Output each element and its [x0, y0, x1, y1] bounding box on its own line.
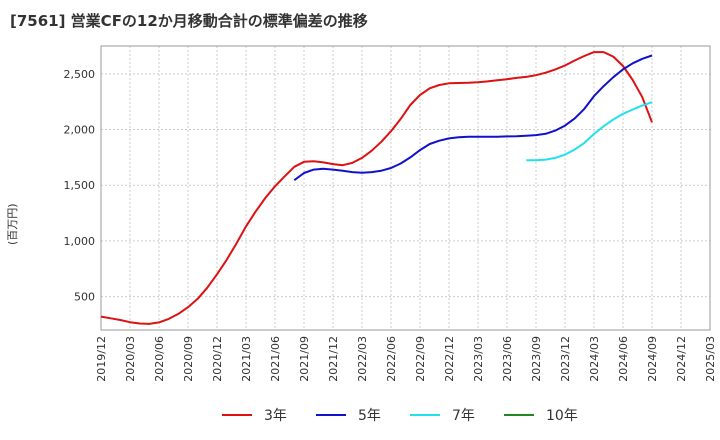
x-tick-label: 2024/12	[675, 336, 688, 382]
plot-frame	[100, 45, 711, 331]
chart-title: [7561] 営業CFの12か月移動合計の標準偏差の推移	[10, 12, 368, 30]
x-tick-label: 2022/12	[443, 336, 456, 382]
x-tick-label: 2024/06	[617, 336, 630, 382]
x-tick-label: 2023/03	[472, 336, 485, 382]
legend-label-0: 3年	[264, 408, 287, 424]
x-tick-label: 2021/09	[298, 336, 311, 382]
legend-label-2: 7年	[452, 408, 475, 424]
y-tick-label: 2,000	[64, 124, 96, 137]
series-line-2	[526, 101, 653, 162]
x-tick-label: 2021/03	[240, 336, 253, 382]
x-tick-label: 2023/12	[559, 336, 572, 382]
x-tick-label: 2020/12	[211, 336, 224, 382]
x-tick-label: 2022/09	[414, 336, 427, 382]
x-axis-ticks: 2019/12 2020/03 2020/06 2020/09 2020/12 2021/…	[95, 336, 717, 382]
legend-label-1: 5年	[358, 408, 381, 424]
x-tick-label: 2019/12	[95, 336, 108, 382]
x-tick-label: 2024/09	[646, 336, 659, 382]
x-tick-label: 2023/09	[530, 336, 543, 382]
y-tick-label: 500	[74, 291, 95, 304]
x-tick-label: 2020/06	[153, 336, 166, 382]
x-tick-label: 2021/12	[327, 336, 340, 382]
x-tick-label: 2022/03	[356, 336, 369, 382]
y-tick-label: 2,500	[64, 68, 96, 81]
x-tick-label: 2020/03	[124, 336, 137, 382]
legend-label-3: 10年	[546, 408, 578, 424]
x-tick-label: 2022/06	[385, 336, 398, 382]
y-tick-label: 1,500	[64, 179, 96, 192]
series-line-0	[100, 51, 653, 325]
series-line-1	[293, 54, 653, 182]
grid-lines	[100, 46, 711, 330]
x-tick-label: 2020/09	[182, 336, 195, 382]
series-lines	[100, 51, 653, 325]
x-tick-label: 2025/03	[704, 336, 717, 382]
y-axis-ticks: 500 1,000 1,500 2,000 2,500	[64, 68, 96, 304]
x-tick-label: 2023/06	[501, 336, 514, 382]
y-tick-label: 1,000	[64, 235, 96, 248]
x-tick-label: 2021/06	[269, 336, 282, 382]
legend: 3年 5年 7年 10年	[222, 408, 578, 424]
x-tick-label: 2024/03	[588, 336, 601, 382]
